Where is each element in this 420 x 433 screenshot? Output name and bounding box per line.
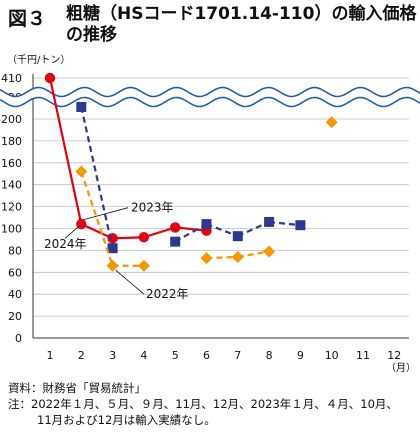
series-line	[143, 226, 176, 239]
x-unit-label: （月）	[386, 362, 416, 374]
data-point	[201, 219, 212, 230]
y-tick-label: 200	[1, 113, 22, 126]
axis-break-line	[0, 86, 420, 98]
note-line-1: 注：2022年１月、５月、９月、11月、12月、2023年１月、４月、10月、	[8, 397, 398, 411]
y-tick-label: 160	[1, 157, 22, 170]
series-line	[237, 220, 270, 238]
y-tick-label: 20	[8, 310, 22, 323]
data-point	[106, 259, 119, 272]
y-unit-label: （千円/トン）	[7, 54, 70, 66]
plot-area	[33, 74, 409, 338]
series-line	[80, 171, 114, 267]
x-tick-label: 5	[172, 349, 179, 362]
data-point	[44, 72, 56, 84]
x-tick-label: 6	[203, 349, 210, 362]
x-tick-label: 8	[266, 349, 273, 362]
y-tick-label: 40	[8, 288, 22, 301]
y-tick-label: 60	[8, 266, 22, 279]
series-line	[80, 223, 114, 240]
x-tick-label: 1	[47, 349, 54, 362]
series-line	[175, 226, 207, 232]
data-point	[295, 220, 306, 231]
axis-break-line	[0, 96, 420, 108]
x-tick-label: 11	[356, 349, 370, 362]
y-tick-label: 80	[8, 244, 22, 257]
series-line	[206, 223, 239, 238]
series-line	[237, 250, 270, 259]
series-label-2024: 2024年	[44, 237, 87, 251]
data-point	[138, 232, 150, 243]
x-tick-label: 7	[234, 349, 241, 362]
x-tick-label: 12	[387, 349, 401, 362]
figure-footer: 資料：財務省「貿易統計」 注：2022年１月、５月、９月、11月、12月、202…	[8, 380, 418, 428]
data-point	[200, 252, 213, 265]
x-tick-label: 9	[297, 349, 304, 362]
series-line	[80, 106, 114, 249]
figure-number: 図３	[8, 8, 47, 30]
series-label-2022: 2022年	[146, 287, 189, 301]
axis-break-band	[0, 87, 420, 107]
source-note: 資料：財務省「貿易統計」	[8, 381, 146, 395]
price-chart: 020406080100120140160180200220410（千円/トン）…	[0, 54, 420, 374]
y-tick-label: 180	[1, 135, 22, 148]
series-line	[112, 236, 144, 240]
data-point	[264, 216, 275, 227]
x-tick-label: 4	[140, 349, 147, 362]
data-point	[325, 116, 338, 129]
y-tick-label: 120	[1, 201, 22, 214]
data-point	[231, 250, 244, 263]
x-tick-label: 2	[78, 349, 85, 362]
leader-line	[83, 207, 129, 221]
data-point	[263, 245, 276, 258]
leader-line	[64, 224, 81, 239]
data-point	[170, 222, 181, 233]
x-tick-label: 3	[109, 349, 116, 362]
data-point	[170, 236, 181, 247]
series-label-2023: 2023年	[131, 201, 174, 215]
data-point	[107, 243, 118, 254]
series-line	[268, 220, 301, 227]
series-line	[174, 223, 208, 243]
y-tick-label: 140	[1, 179, 22, 192]
leader-line	[115, 269, 145, 295]
y-tick-label: 100	[1, 223, 22, 236]
figure-title: 粗糖（HSコード1701.14-110）の輸入価格の推移	[66, 4, 417, 45]
y-tick-label: 0	[15, 332, 22, 345]
series-line	[48, 77, 83, 225]
data-point	[76, 101, 87, 112]
note-line-2: 11月および12月は輸入実績なし。	[37, 413, 216, 427]
data-point	[232, 231, 243, 242]
data-point	[137, 259, 150, 272]
y-tick-label: 410	[1, 72, 22, 85]
data-point	[75, 165, 88, 178]
x-tick-label: 10	[325, 349, 339, 362]
